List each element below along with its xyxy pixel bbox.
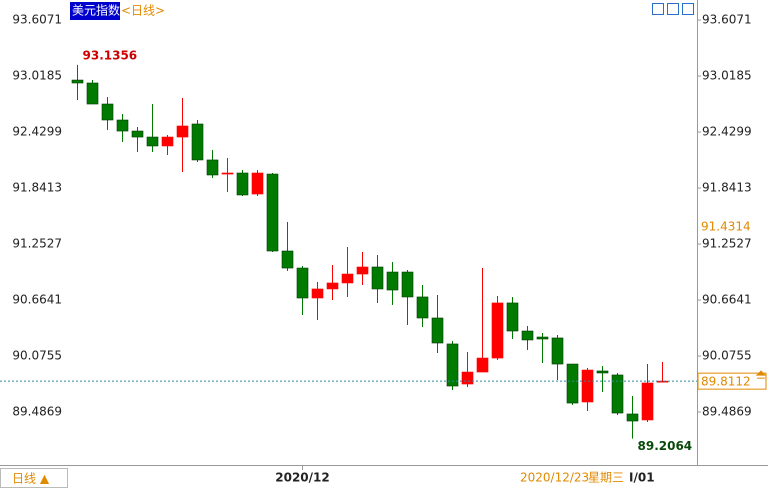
candle-body <box>326 282 339 290</box>
candle-body <box>521 330 534 341</box>
candle-body <box>641 382 654 421</box>
status-weekday: 星期三 <box>588 471 624 485</box>
candle-body <box>656 380 669 383</box>
chart-title: 美元指数 <box>72 3 120 18</box>
candle-body <box>311 288 324 299</box>
y2-tick-label: 91.2527 <box>702 236 752 250</box>
candle-body <box>356 266 369 275</box>
status-extra: I/01 <box>629 471 655 485</box>
y2-tick-label: 93.0185 <box>702 69 752 83</box>
tool-icon[interactable] <box>652 3 664 15</box>
candle-body <box>206 159 219 176</box>
candle-body <box>281 250 294 269</box>
current-price-box <box>697 372 767 390</box>
current-price-label: 89.8112 <box>701 375 751 389</box>
y2-tick-label: 90.0755 <box>702 348 752 362</box>
candle-body <box>236 172 249 196</box>
y-tick-label: 91.8413 <box>12 180 62 194</box>
candle-body <box>371 266 384 290</box>
y2-tick-label: 91.8413 <box>702 180 752 194</box>
x-tick-label: 2020/12 <box>275 471 329 485</box>
candle-body <box>611 374 624 414</box>
min-label: 89.2064 <box>638 439 693 453</box>
tool-icon[interactable] <box>667 3 679 15</box>
candle-body <box>626 413 639 422</box>
candle-body <box>251 172 264 195</box>
candle-body <box>401 271 414 298</box>
y-tick-label: 91.2527 <box>12 236 62 250</box>
y2-tick-label: 90.6641 <box>702 292 752 306</box>
candle-body <box>146 136 159 147</box>
status-date: 2020/12/23 <box>520 471 589 485</box>
candle-body <box>581 369 594 403</box>
candle-body <box>101 103 114 121</box>
candle-body <box>266 173 279 252</box>
y-tick-label: 93.6071 <box>12 13 62 27</box>
y-tick-label: 89.4869 <box>12 404 62 418</box>
y2-tick-label: 93.6071 <box>702 13 752 27</box>
candle-body <box>131 130 144 138</box>
y-tick-label: 92.4299 <box>12 124 62 138</box>
candle-body <box>551 337 564 365</box>
period-label[interactable]: <日线> <box>121 4 165 18</box>
max-label: 93.1356 <box>83 48 138 62</box>
y-tick-label: 90.6641 <box>12 292 62 306</box>
candle-body <box>386 271 399 291</box>
candle-body <box>86 82 99 105</box>
cursor-box <box>698 218 766 235</box>
y-tick-label: 90.0755 <box>12 348 62 362</box>
candle-body <box>71 79 84 84</box>
candle-body <box>491 302 504 359</box>
candle-body <box>596 370 609 374</box>
y2-tick-label: 92.4299 <box>702 124 752 138</box>
y-tick-label: 93.0185 <box>12 69 62 83</box>
title-highlight <box>70 2 120 20</box>
candle-body <box>506 302 519 332</box>
tool-icon[interactable] <box>682 3 694 15</box>
candle-body <box>431 317 444 344</box>
candle-body <box>446 343 459 387</box>
cursor-label: 91.4314 <box>701 219 751 233</box>
candle-body <box>221 172 234 175</box>
candle-body <box>461 371 474 385</box>
period-button[interactable] <box>0 468 68 488</box>
candle-body <box>566 363 579 404</box>
candle-body <box>476 357 489 373</box>
period-button-label[interactable]: 日线 ▲ <box>12 472 50 486</box>
candle-body <box>191 123 204 161</box>
y2-tick-label: 89.4869 <box>702 404 752 418</box>
current-price-arrow <box>755 370 767 379</box>
candle-body <box>161 136 174 147</box>
candle-body <box>536 336 549 340</box>
candle-body <box>296 267 309 299</box>
candle-body <box>116 119 129 132</box>
toolbar <box>652 3 694 15</box>
candle-body <box>341 273 354 284</box>
candle-body <box>416 296 429 319</box>
candle-body <box>176 125 189 138</box>
